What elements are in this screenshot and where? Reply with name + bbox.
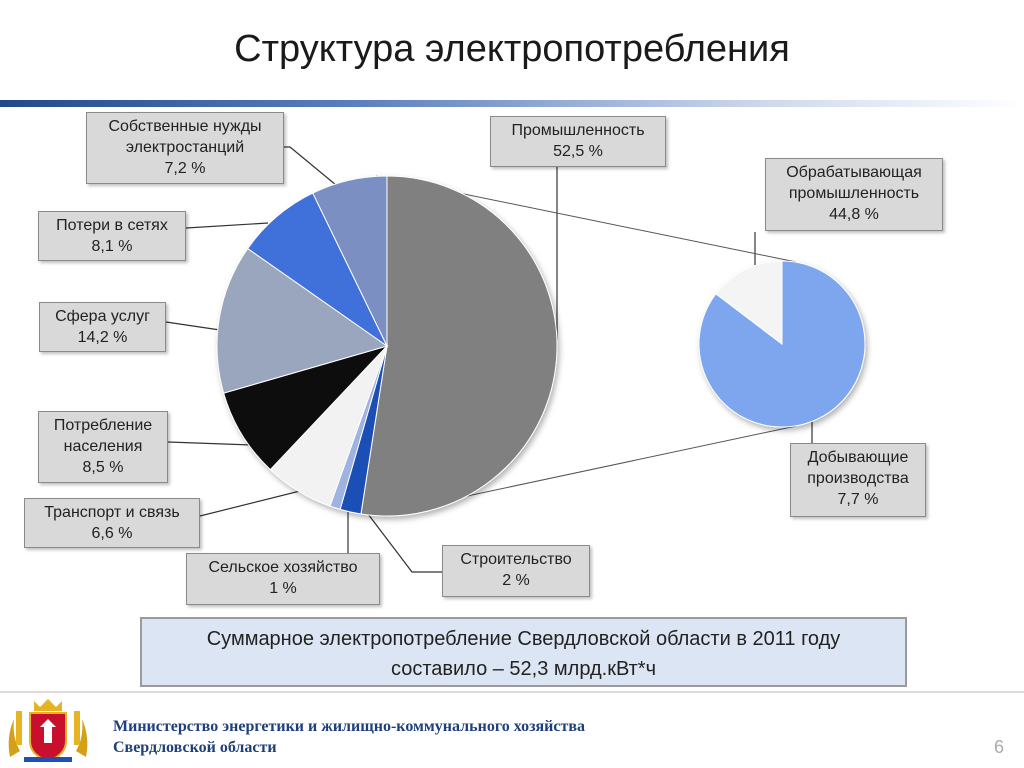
pie-slice-industry: [361, 176, 557, 516]
callout-losses-label: Потери в сетях: [45, 215, 179, 236]
callout-manufacturing-value: 44,8 %: [772, 204, 936, 225]
leader-line-services: [166, 322, 220, 330]
leader-line-own-needs: [284, 147, 336, 185]
callout-services-label: Сфера услуг: [46, 306, 159, 327]
ministry-line-1: Министерство энергетики и жилищно-коммун…: [113, 716, 585, 737]
summary-box: Суммарное электропотребление Свердловско…: [140, 617, 907, 687]
coat-of-arms-logo: [4, 697, 92, 765]
summary-line-1: Суммарное электропотребление Свердловско…: [142, 624, 905, 654]
callout-own-needs-value: 7,2 %: [93, 158, 277, 179]
callout-agriculture-label: Сельское хозяйство: [193, 557, 373, 578]
callout-population-label-2: населения: [45, 436, 161, 457]
callout-construction: Строительство 2 %: [442, 545, 590, 597]
callout-construction-value: 2 %: [449, 570, 583, 591]
callout-population-value: 8,5 %: [45, 457, 161, 478]
callout-transport: Транспорт и связь 6,6 %: [24, 498, 200, 548]
callout-mining-label-2: производства: [797, 468, 919, 489]
callout-transport-value: 6,6 %: [31, 523, 193, 544]
ministry-name: Министерство энергетики и жилищно-коммун…: [113, 716, 585, 758]
callout-population-label-1: Потребление: [45, 415, 161, 436]
callout-manufacturing-label-2: промышленность: [772, 183, 936, 204]
callout-population: Потребление населения 8,5 %: [38, 411, 168, 483]
callout-mining: Добывающие производства 7,7 %: [790, 443, 926, 517]
leader-line-population: [168, 442, 252, 445]
footer-divider: [0, 691, 1024, 693]
callout-industry: Промышленность 52,5 %: [490, 116, 666, 167]
callout-services-value: 14,2 %: [46, 327, 159, 348]
page-number: 6: [994, 737, 1004, 758]
callout-industry-value: 52,5 %: [497, 141, 659, 162]
sub-pie: [699, 261, 865, 427]
callout-agriculture-value: 1 %: [193, 578, 373, 599]
callout-manufacturing-label-1: Обрабатывающая: [772, 162, 936, 183]
leader-line-transport: [200, 488, 312, 516]
callout-mining-value: 7,7 %: [797, 489, 919, 510]
callout-industry-label: Промышленность: [497, 120, 659, 141]
callout-losses-value: 8,1 %: [45, 236, 179, 257]
callout-manufacturing: Обрабатывающая промышленность 44,8 %: [765, 158, 943, 231]
ministry-line-2: Свердловской области: [113, 737, 585, 758]
callout-services: Сфера услуг 14,2 %: [39, 302, 166, 352]
callout-own-needs: Собственные нужды электростанций 7,2 %: [86, 112, 284, 184]
callout-losses: Потери в сетях 8,1 %: [38, 211, 186, 261]
callout-mining-label-1: Добывающие: [797, 447, 919, 468]
callout-agriculture: Сельское хозяйство 1 %: [186, 553, 380, 605]
callout-construction-label: Строительство: [449, 549, 583, 570]
leader-line-losses: [186, 223, 268, 228]
summary-line-2: составило – 52,3 млрд.кВт*ч: [142, 654, 905, 684]
callout-transport-label: Транспорт и связь: [31, 502, 193, 523]
callout-own-needs-label-2: электростанций: [93, 137, 277, 158]
callout-own-needs-label-1: Собственные нужды: [93, 116, 277, 137]
main-pie: [217, 176, 557, 516]
